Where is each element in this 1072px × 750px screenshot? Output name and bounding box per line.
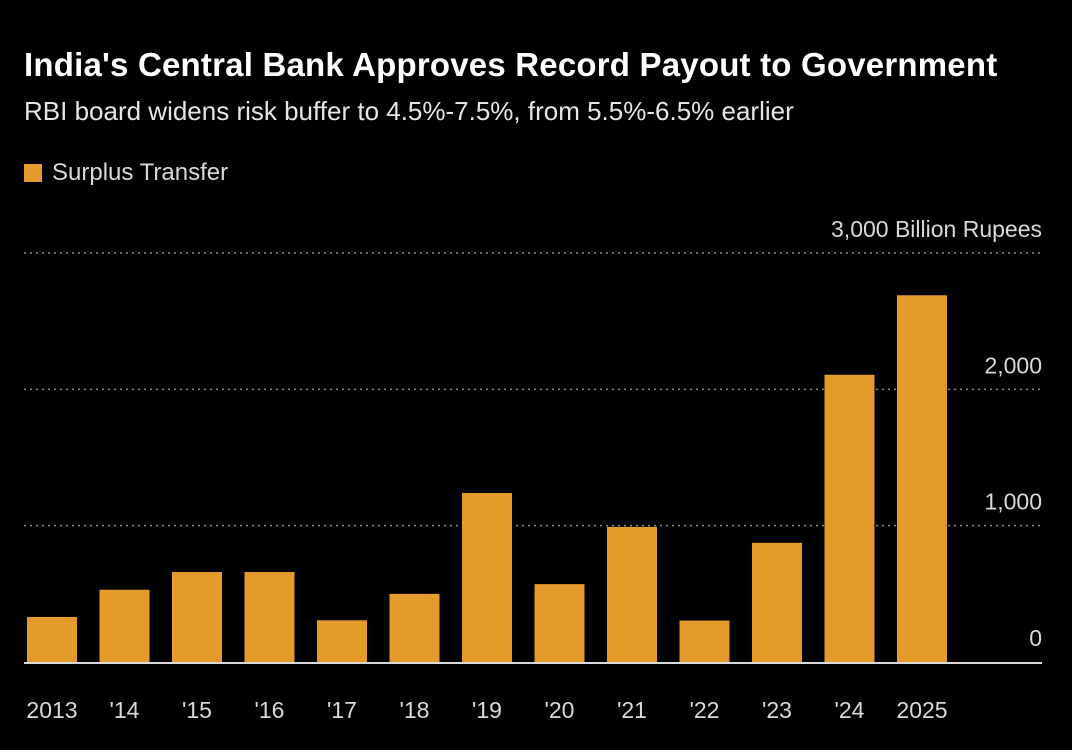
bar <box>389 593 440 662</box>
x-tick-label: '21 <box>617 697 647 723</box>
x-tick-label: 2013 <box>26 697 77 723</box>
bar <box>752 542 802 662</box>
x-tick-label: '15 <box>182 697 212 723</box>
x-tick-label: '23 <box>762 697 792 723</box>
y-tick-label: 3,000 Billion Rupees <box>831 216 1042 242</box>
x-tick-label: '18 <box>400 697 430 723</box>
bar <box>897 295 947 662</box>
bar <box>824 374 875 662</box>
legend-label: Surplus Transfer <box>52 159 229 186</box>
bar <box>172 572 222 662</box>
legend-swatch <box>24 164 42 182</box>
bar <box>99 589 150 662</box>
bar <box>244 572 295 662</box>
bar <box>462 492 512 662</box>
x-tick-label: '16 <box>255 697 285 723</box>
bar <box>27 617 77 662</box>
chart-title: India's Central Bank Approves Record Pay… <box>24 46 998 83</box>
x-tick-label: '19 <box>472 697 502 723</box>
bar <box>679 620 730 662</box>
x-tick-label: '22 <box>690 697 720 723</box>
chart-subtitle: RBI board widens risk buffer to 4.5%-7.5… <box>24 96 794 126</box>
y-tick-label: 0 <box>1029 625 1042 651</box>
y-tick-label: 1,000 <box>984 489 1042 515</box>
x-tick-label: 2025 <box>896 697 947 723</box>
y-tick-label: 2,000 <box>984 352 1042 378</box>
legend: Surplus Transfer <box>24 156 228 190</box>
x-tick-label: '20 <box>545 697 575 723</box>
bar <box>534 584 585 662</box>
bar <box>317 620 367 662</box>
bar <box>607 526 657 662</box>
x-tick-label: '24 <box>835 697 865 723</box>
x-tick-label: '14 <box>110 697 140 723</box>
x-tick-label: '17 <box>327 697 357 723</box>
